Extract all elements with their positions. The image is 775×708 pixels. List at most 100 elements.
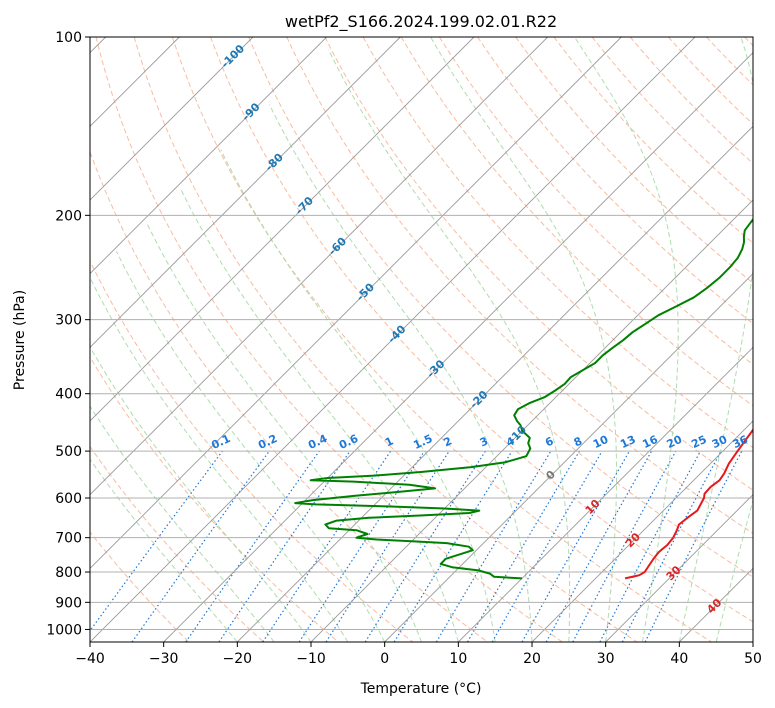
dry-adiabat-line — [324, 37, 753, 491]
isotherm-label: -100 — [219, 42, 248, 71]
dewpoint-profile-line — [294, 217, 753, 580]
isotherm-line — [531, 420, 753, 642]
moist-adiabat-line — [328, 49, 571, 642]
isotherm-line — [237, 125, 753, 642]
dry-adiabat-line — [706, 37, 753, 86]
mixing-ratio-line — [218, 450, 351, 642]
dry-adiabat-line — [515, 37, 753, 284]
dry-adiabat-line — [90, 259, 414, 642]
isotherm-line — [310, 199, 753, 642]
dry-adiabat-line — [90, 150, 488, 642]
mixing-ratio-label: 30 — [710, 433, 730, 451]
isotherm-label: -70 — [293, 194, 316, 217]
isotherm-line — [752, 641, 753, 642]
x-tick-label: −10 — [296, 651, 326, 667]
isotherm-line — [458, 346, 753, 642]
isotherm-label: -80 — [263, 150, 286, 173]
dry-adiabat-line — [438, 37, 753, 366]
isotherm-label: -90 — [239, 100, 262, 123]
x-tick-label: 30 — [597, 651, 615, 667]
mixing-ratio-label: 1 — [383, 434, 395, 449]
chart-title: wetPf2_S166.2024.199.02.01.R22 — [285, 12, 557, 32]
dry-adiabat-line — [477, 37, 753, 325]
isotherm-line — [679, 567, 753, 642]
mixing-ratio-line — [131, 450, 270, 642]
isotherm-line — [90, 37, 401, 348]
isotherm-line — [163, 52, 753, 642]
moist-adiabat-line — [90, 277, 349, 642]
y-tick-label: 200 — [55, 208, 82, 224]
mixing-ratio-line — [572, 450, 677, 642]
isotherm-line — [90, 37, 254, 201]
y-tick-label: 400 — [55, 387, 82, 403]
isotherm-line — [90, 37, 327, 275]
dry-adiabat-line — [248, 37, 753, 578]
moist-adiabat-line — [430, 37, 617, 642]
mixing-ratio-label: 25 — [689, 433, 708, 451]
y-tick-label: 600 — [55, 491, 82, 507]
x-tick-label: −20 — [223, 651, 253, 667]
mixing-ratio-line — [298, 450, 425, 642]
mixing-ratio-label: 20 — [665, 433, 685, 451]
mixing-ratio-line — [644, 450, 743, 642]
mixing-ratio-line — [393, 450, 513, 642]
mixing-ratio-line — [466, 450, 580, 642]
isotherm-line — [384, 273, 753, 642]
mixing-ratio-line — [599, 450, 702, 642]
isotherm-label: 20 — [623, 530, 643, 550]
mixing-ratio-line — [545, 450, 653, 642]
isotherm-label: 10 — [583, 497, 603, 517]
moist-adiabat-line — [715, 498, 753, 642]
y-tick-label: 800 — [55, 565, 82, 581]
dry-adiabat-line — [286, 37, 753, 534]
dry-adiabat-line — [668, 37, 753, 125]
dry-adiabat-line — [95, 37, 563, 642]
isotherm-line — [90, 37, 622, 569]
mixing-ratio-label: 13 — [618, 433, 637, 451]
isotherm-label: 30 — [664, 563, 684, 583]
dry-adiabat-line — [171, 37, 712, 642]
mixing-ratio-label: 0.1 — [209, 432, 232, 452]
y-tick-label: 500 — [55, 444, 82, 460]
isotherm-label: -50 — [354, 280, 377, 303]
temperature-profile-line — [624, 428, 753, 580]
x-axis-label: Temperature (°C) — [360, 681, 482, 697]
x-tick-label: 10 — [449, 651, 467, 667]
moist-adiabat-line — [179, 187, 459, 642]
moist-adiabat-line — [115, 251, 386, 642]
y-axis-label: Pressure (hPa) — [12, 290, 28, 390]
mixing-ratio-label: 36 — [731, 433, 751, 451]
x-tick-label: 20 — [523, 651, 541, 667]
mixing-ratio-line — [262, 450, 392, 642]
isotherm-label: -30 — [424, 357, 447, 380]
mixing-ratio-label: 8 — [572, 434, 584, 449]
y-tick-label: 100 — [55, 30, 82, 46]
dry-adiabat-line — [90, 531, 190, 642]
mixing-ratio-label: 3 — [478, 434, 490, 449]
mixing-ratio-label: 2 — [442, 434, 454, 449]
isotherm-label: -40 — [385, 322, 408, 345]
dry-adiabat-line — [362, 37, 753, 449]
x-tick-label: −30 — [149, 651, 179, 667]
dry-adiabat-line — [210, 37, 753, 623]
dry-adiabat-line — [591, 37, 753, 204]
moist-adiabat-line — [678, 37, 753, 642]
plot-frame — [89, 36, 754, 643]
isotherm-label: 0 — [543, 468, 558, 483]
y-tick-label: 1000 — [46, 622, 82, 638]
mixing-ratio-label: 0.4 — [306, 432, 329, 452]
mixing-ratio-line — [435, 450, 552, 642]
x-tick-label: 0 — [380, 651, 389, 667]
isotherm-line — [90, 37, 475, 422]
isotherm-line — [605, 494, 753, 642]
dry-adiabat-line — [400, 37, 753, 407]
y-tick-label: 300 — [55, 313, 82, 329]
isotherm-label: -20 — [467, 388, 490, 411]
mixing-ratio-line — [325, 450, 450, 642]
isotherm-label: 40 — [704, 596, 724, 616]
dry-adiabat-line — [90, 445, 264, 642]
mixing-ratio-line — [521, 450, 631, 642]
mixing-ratio-line — [621, 450, 722, 642]
moist-adiabat-line — [90, 405, 275, 642]
